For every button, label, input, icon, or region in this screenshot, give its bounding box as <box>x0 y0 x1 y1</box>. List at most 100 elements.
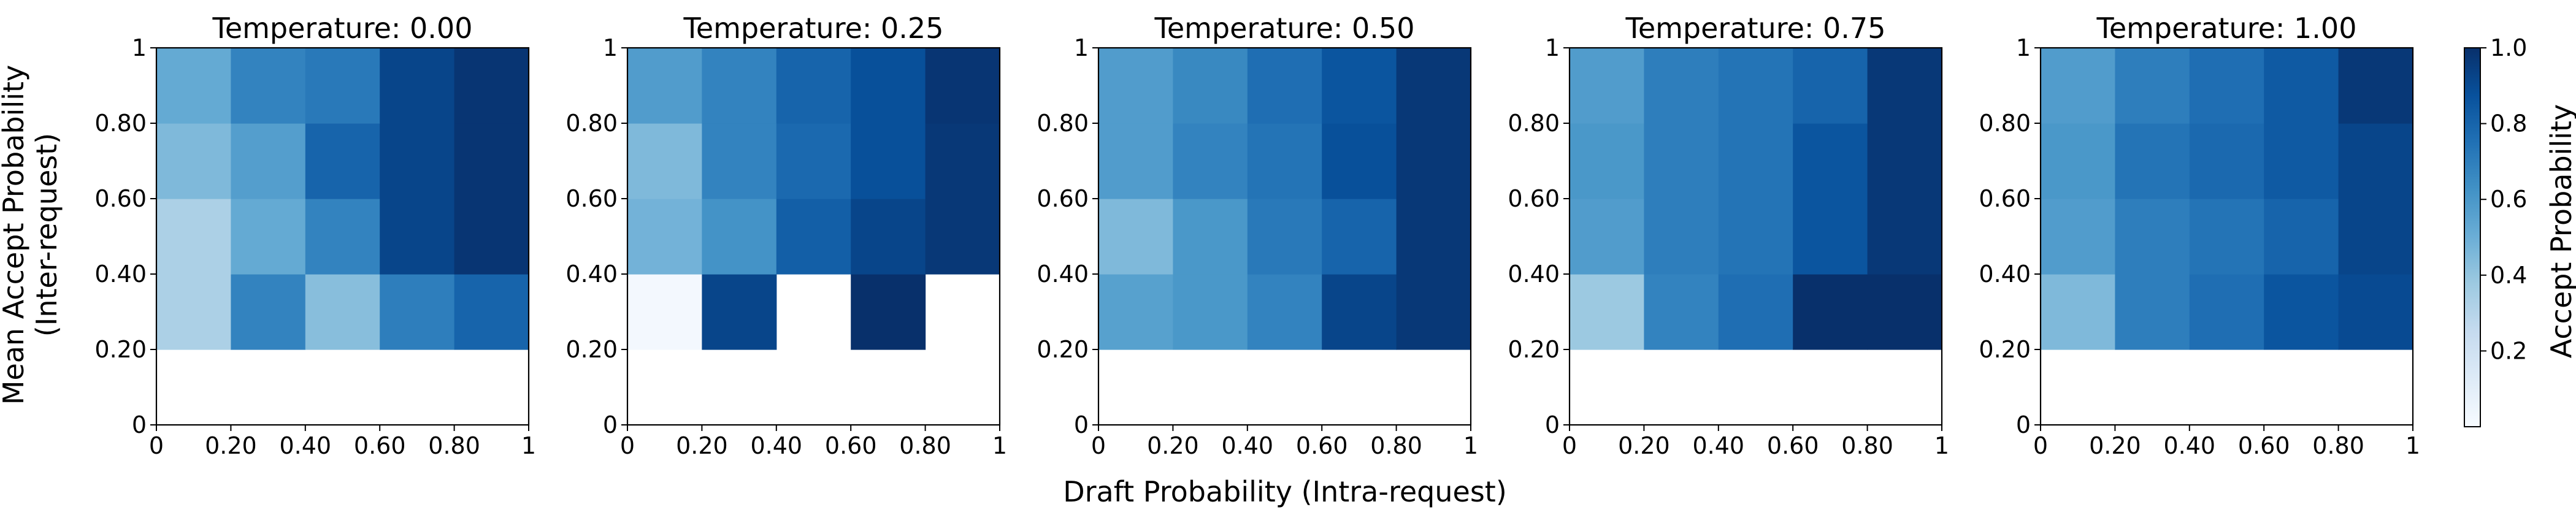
x-tick-label: 0.20 <box>676 432 728 459</box>
heatmap-cell <box>1718 48 1793 124</box>
axes-frame <box>1097 47 1472 426</box>
heatmap-cell <box>1570 123 1644 199</box>
heatmap-cell <box>1098 123 1173 199</box>
heatmap-cell <box>1644 48 1719 124</box>
x-tick-label: 0.40 <box>1221 432 1273 459</box>
heatmap-cell <box>156 48 231 124</box>
heatmap-cell <box>380 123 455 199</box>
heatmap-cell <box>1322 274 1397 350</box>
heatmap-cell <box>2189 199 2264 275</box>
x-tick-label: 0.60 <box>2238 432 2290 459</box>
x-tick-label: 0.80 <box>1370 432 1422 459</box>
heatmap-cell <box>454 48 529 124</box>
heatmap-cell <box>1867 48 1942 124</box>
y-tick-label: 0.20 <box>1508 336 1560 363</box>
y-tick-label: 1 <box>1545 34 1560 61</box>
y-tick-label: 0.20 <box>1979 336 2031 363</box>
y-tick-label: 0.80 <box>1037 110 1089 137</box>
y-tick-label: 0.40 <box>1979 261 2031 288</box>
heatmap-cell <box>627 123 702 199</box>
heatmap-cell <box>2264 274 2339 350</box>
heatmap-cell <box>454 199 529 275</box>
heatmap-panels: Temperature: 0.00 0 0.20 0.40 0.60 0.80 1 0 0.20… <box>94 12 2420 459</box>
heatmap-cell <box>2189 48 2264 124</box>
heatmap-cell <box>1173 199 1248 275</box>
heatmap-cell <box>1247 123 1322 199</box>
heatmap-cell <box>1396 123 1471 199</box>
y-tick-label: 0.40 <box>94 261 147 288</box>
y-tick-label: 1 <box>1074 34 1089 61</box>
x-tick-label: 0.60 <box>825 432 877 459</box>
x-tick-label: 0 <box>620 432 635 459</box>
x-tick-label: 0.60 <box>354 432 406 459</box>
colorbar-tick-label: 0.6 <box>2490 186 2527 213</box>
y-tick-label: 0.40 <box>1508 261 1560 288</box>
heatmap-cell <box>2041 199 2115 275</box>
x-tick-label: 0 <box>1091 432 1106 459</box>
x-tick-label: 1 <box>521 432 536 459</box>
y-tick-label: 0.20 <box>94 336 147 363</box>
colorbar: 0.2 0.4 0.6 0.8 1.0 <box>2464 34 2527 427</box>
heatmap-cell <box>231 123 306 199</box>
heatmap-cell <box>1570 48 1644 124</box>
heatmap-cell <box>2115 274 2190 350</box>
x-tick-label: 0.80 <box>2312 432 2364 459</box>
heatmap-cell <box>2338 48 2413 124</box>
colorbar-tick-label: 0.4 <box>2490 262 2527 289</box>
x-tick-label: 0.20 <box>205 432 257 459</box>
y-tick-label: 0.60 <box>565 185 618 212</box>
y-tick-label: 0.80 <box>94 110 147 137</box>
y-tick-label: 0.40 <box>565 261 618 288</box>
heatmap-cell <box>1247 199 1322 275</box>
heatmap-cell <box>851 123 926 199</box>
heatmap-cell <box>1396 48 1471 124</box>
x-tick-label: 0 <box>1562 432 1577 459</box>
y-tick-label: 0 <box>603 411 618 438</box>
x-tick-label: 0.40 <box>750 432 802 459</box>
heatmap-cell <box>1173 274 1248 350</box>
heatmap-cell <box>1867 199 1942 275</box>
heatmap-cell <box>1793 123 1868 199</box>
colorbar-label: Accept Probability <box>2545 104 2576 359</box>
heatmap-cell <box>1793 48 1868 124</box>
heatmap-cell <box>1718 123 1793 199</box>
heatmap-cell <box>2115 48 2190 124</box>
y-tick-label: 1 <box>132 34 147 61</box>
colorbar-gradient <box>2464 47 2481 427</box>
x-tick-label: 1 <box>1934 432 1949 459</box>
y-tick-label: 0 <box>1074 411 1089 438</box>
colorbar-tick-label: 0.2 <box>2490 337 2527 364</box>
heatmap-cell <box>380 274 455 350</box>
x-tick-label: 0.60 <box>1767 432 1819 459</box>
x-tick-label: 0.20 <box>1618 432 1670 459</box>
heatmap-cell <box>1867 123 1942 199</box>
heatmap-cell <box>454 274 529 350</box>
heatmap-cell <box>1570 199 1644 275</box>
heatmap-cell <box>156 199 231 275</box>
heatmap-cell <box>2041 123 2115 199</box>
colorbar-tick-label: 0.8 <box>2490 110 2527 137</box>
x-tick-label: 1 <box>992 432 1007 459</box>
heatmap-cell <box>2338 123 2413 199</box>
heatmap-cell <box>925 199 1000 275</box>
panel-title: Temperature: 0.50 <box>1154 12 1415 45</box>
heatmap-cell <box>1098 199 1173 275</box>
heatmap-cell <box>1322 48 1397 124</box>
heatmap-panel: Temperature: 0.75 0 0.20 0.40 0.60 0.80 1 0 0.20… <box>1508 12 1949 459</box>
y-tick-label: 0 <box>2016 411 2031 438</box>
heatmap-cell <box>156 123 231 199</box>
heatmap-cell <box>627 48 702 124</box>
y-tick-label: 0.60 <box>1508 185 1560 212</box>
x-tick-label: 0.80 <box>1841 432 1893 459</box>
heatmap-cell <box>231 48 306 124</box>
y-tick-label: 0.40 <box>1037 261 1089 288</box>
colorbar-tick-label: 1.0 <box>2490 34 2527 61</box>
y-tick-label: 0.80 <box>565 110 618 137</box>
x-tick-label: 1 <box>2405 432 2420 459</box>
panel-title: Temperature: 0.75 <box>1625 12 1886 45</box>
axes-frame <box>155 47 530 426</box>
axes-frame <box>2039 47 2414 426</box>
heatmap-cell <box>305 48 380 124</box>
x-tick-label: 0 <box>2033 432 2048 459</box>
